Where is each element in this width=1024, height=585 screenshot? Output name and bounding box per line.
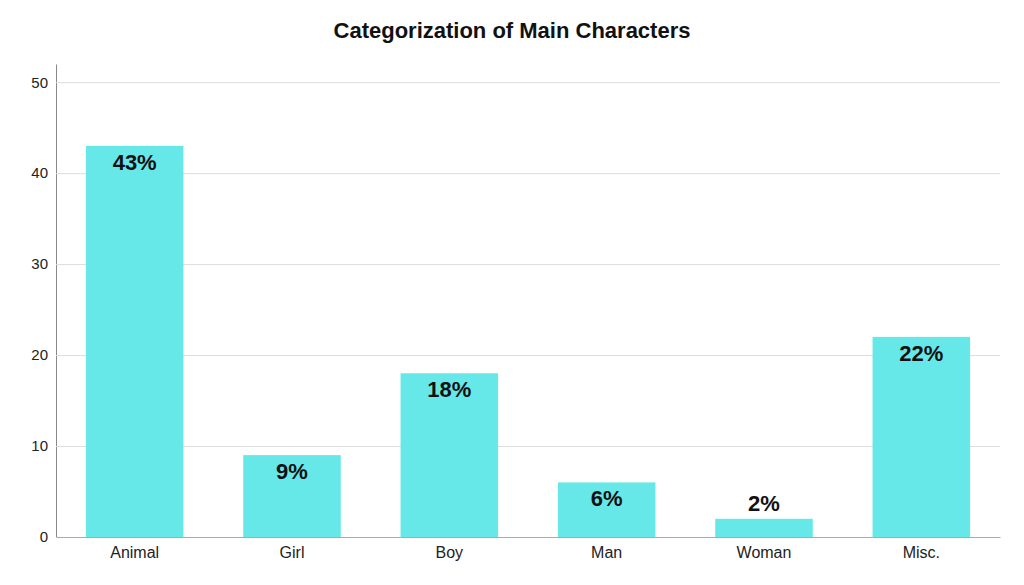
x-tick-label: Man — [591, 544, 622, 561]
chart-svg: 0 10 20 30 40 50 Animal Girl Boy Man Woman Misc. 43%… — [0, 0, 1024, 585]
x-tick: Misc. — [903, 544, 940, 561]
bar — [86, 146, 184, 537]
grid-line — [56, 355, 1000, 356]
bar — [558, 482, 656, 537]
x-tick: Girl — [280, 544, 305, 561]
bar — [243, 455, 341, 537]
grid-line — [56, 446, 1000, 447]
y-tick-label: 10 — [31, 437, 48, 454]
x-tick: Man — [591, 544, 622, 561]
bar — [873, 337, 971, 537]
plot-area: 0 10 20 30 40 50 Animal Girl Boy Man Woman Misc. 43%… — [31, 65, 1000, 562]
x-axis: Animal Girl Boy Man Woman Misc. — [57, 538, 1001, 562]
y-tick: 50 — [31, 73, 1000, 90]
grid-line — [56, 537, 1000, 538]
data-labels: 43% 9% 18% 6% 2% 22% — [113, 150, 944, 516]
data-label: 6% — [591, 486, 623, 511]
y-axis-line — [56, 65, 57, 538]
data-label: 22% — [899, 341, 943, 366]
grid-line — [56, 173, 1000, 174]
y-tick-label: 40 — [31, 164, 48, 181]
data-label: 2% — [748, 491, 780, 516]
chart-title: Categorization of Main Characters — [334, 18, 691, 43]
bars — [86, 146, 970, 537]
y-tick-label: 50 — [31, 73, 48, 90]
x-axis-line — [57, 537, 1001, 538]
x-tick-label: Misc. — [903, 544, 940, 561]
grid-line — [56, 264, 1000, 265]
x-tick: Animal — [110, 544, 159, 561]
y-axis: 0 10 20 30 40 50 — [31, 65, 1000, 546]
y-tick: 0 — [40, 528, 1000, 545]
chart-container: 0 10 20 30 40 50 Animal Girl Boy Man Woman Misc. 43%… — [0, 0, 1024, 585]
bar — [401, 373, 499, 537]
x-tick-label: Boy — [436, 544, 464, 561]
y-tick-label: 20 — [31, 346, 48, 363]
x-tick: Boy — [436, 544, 464, 561]
x-tick-label: Animal — [110, 544, 159, 561]
bar — [715, 519, 813, 537]
data-label: 43% — [113, 150, 157, 175]
y-tick-label: 0 — [40, 528, 48, 545]
x-tick-label: Woman — [737, 544, 792, 561]
data-label: 18% — [427, 377, 471, 402]
x-tick: Woman — [737, 544, 792, 561]
grid-line — [56, 82, 1000, 83]
data-label: 9% — [276, 459, 308, 484]
x-tick-label: Girl — [280, 544, 305, 561]
y-tick-label: 30 — [31, 255, 48, 272]
